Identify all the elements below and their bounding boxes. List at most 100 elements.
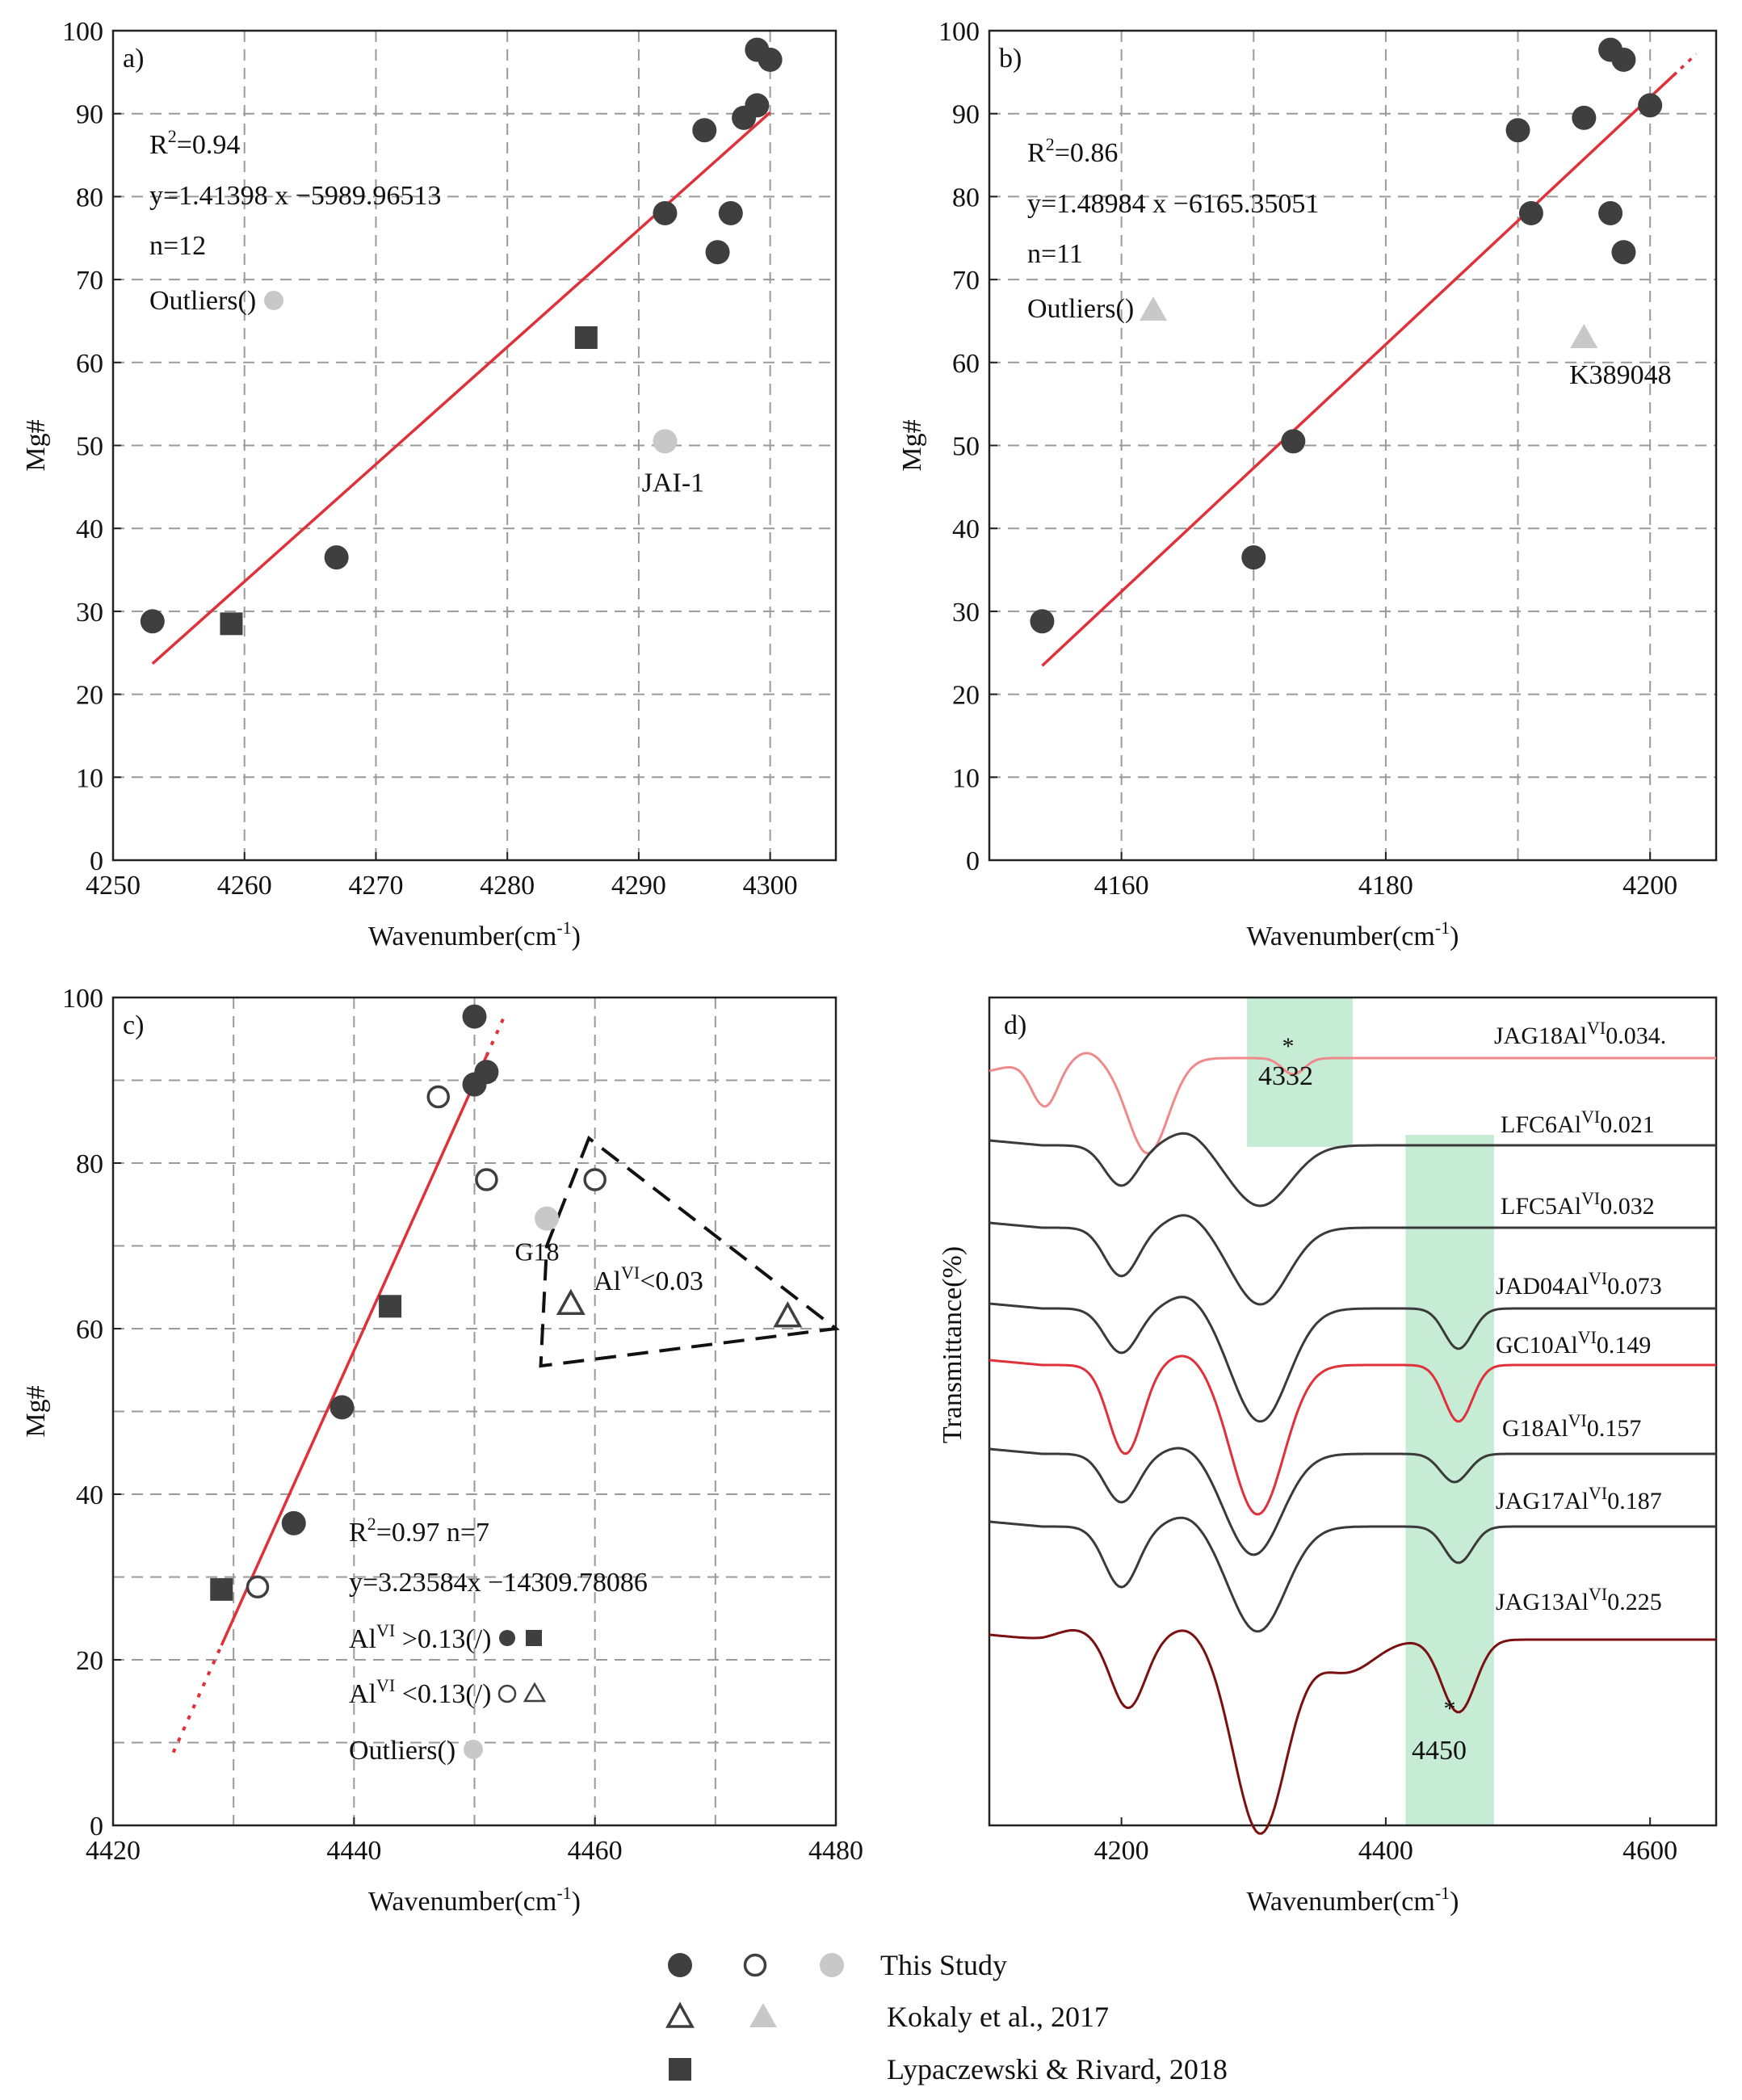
r2-sup: 2	[1046, 134, 1055, 154]
legend-marker	[499, 1630, 515, 1646]
legend-marker	[743, 1953, 767, 1977]
data-point	[220, 612, 243, 636]
spectrum-label: GC10AlVI0.149	[1496, 1327, 1651, 1359]
data-point	[653, 429, 678, 454]
x-tick-label: 4290	[611, 871, 666, 901]
outlier-label: K389048	[1569, 360, 1672, 390]
plot-frame	[111, 996, 837, 1827]
x-axis-label: Wavenumber(cm-1)	[1247, 1883, 1459, 1917]
y-tick-label: 60	[76, 1315, 103, 1345]
data-point	[1505, 118, 1530, 143]
data-point	[705, 240, 730, 265]
r2-annotation: R2=0.86	[1027, 134, 1118, 168]
legend-marker	[749, 2003, 777, 2027]
data-point	[1570, 323, 1598, 348]
al-sup: VI	[376, 1620, 395, 1640]
al-sup: VI	[1589, 1483, 1607, 1503]
r2-value: =0.94	[177, 130, 241, 160]
al-prefix: Al	[1557, 1111, 1581, 1138]
outliers-label: Outliers(	[349, 1736, 447, 1766]
y-tick-label: 50	[76, 432, 103, 462]
data-point	[246, 1575, 270, 1599]
y-tick-label: 0	[90, 1812, 103, 1842]
panel-d: 4200 4400 4600 Wavenumber(cm-1) Transmittanc…	[938, 996, 1718, 1917]
fit-line-extension	[1648, 52, 1698, 99]
spectrum-label: LFC6AlVI0.021	[1501, 1107, 1655, 1138]
al-sup: VI	[1581, 1107, 1600, 1127]
equation-annotation: y=1.48984 x −6165.35051	[1027, 189, 1319, 219]
peak-mark: *	[1444, 1695, 1456, 1722]
data-point	[1611, 240, 1636, 265]
data-point	[210, 1577, 233, 1601]
outlier-label: G18	[514, 1237, 559, 1266]
al-prefix: Al	[594, 1266, 621, 1296]
y-tick-label: 30	[952, 598, 980, 628]
al-sup: VI	[1589, 1584, 1607, 1604]
legend-marker	[669, 2058, 691, 2081]
fit-line-extension	[171, 1644, 224, 1754]
gridlines	[113, 31, 836, 860]
x-tick-label: 4440	[326, 1836, 381, 1866]
al-low-annotation: AlVI <0.13(/)	[349, 1675, 492, 1709]
panel-label: d)	[1004, 1010, 1026, 1040]
data-point	[462, 1004, 487, 1029]
data-point	[281, 1510, 306, 1535]
fit-line-extension	[485, 1014, 506, 1057]
outliers-label: Outliers(	[1027, 294, 1125, 324]
x-tick-label: 4420	[86, 1836, 141, 1866]
x-axis-label: Wavenumber(cm-1)	[368, 918, 581, 951]
spectrum-label: LFC5AlVI0.032	[1501, 1188, 1655, 1220]
y-tick-label: 20	[76, 681, 103, 711]
al-sup: VI	[1587, 1018, 1606, 1038]
r2-sup: 2	[367, 1514, 376, 1534]
x-tick-label: 4200	[1094, 1836, 1149, 1866]
al-value: 0.073	[1607, 1273, 1662, 1300]
outlier-label: JAI-1	[642, 468, 704, 498]
sample-name: GC10	[1496, 1332, 1554, 1359]
y-tick-label: 80	[76, 183, 103, 212]
y-tick-label: 80	[76, 1149, 103, 1179]
legend-marker	[668, 1953, 692, 1977]
al-prefix: Al	[349, 1679, 376, 1709]
outliers-close: )	[1125, 294, 1134, 324]
outliers-marker	[464, 1740, 483, 1759]
al-value: 0.225	[1607, 1589, 1662, 1615]
band-label: 4450	[1412, 1736, 1467, 1766]
y-tick-label: 10	[952, 763, 980, 793]
al-sup: VI	[376, 1675, 395, 1695]
data-point	[556, 1288, 586, 1315]
legend: This Study Kokaly et al., 2017 Lypaczewski…	[665, 1949, 1228, 2085]
x-tick-label: 4280	[480, 871, 535, 901]
data-point	[583, 1168, 607, 1191]
x-axis-label-text: Wavenumber(cm	[368, 1887, 556, 1917]
data-point	[1281, 429, 1306, 454]
data-point	[718, 200, 743, 225]
al-value: 0.157	[1587, 1415, 1642, 1442]
outliers-close: )	[447, 1736, 455, 1766]
x-tick-label: 4600	[1622, 1836, 1677, 1866]
data-point	[1241, 545, 1266, 570]
x-tick-label: 4200	[1622, 871, 1677, 901]
sample-name: JAG17	[1496, 1488, 1564, 1514]
outliers-annotation: Outliers()	[1027, 294, 1134, 324]
fit-line	[220, 1055, 489, 1646]
panel-label: c)	[123, 1010, 144, 1040]
x-tick-label: 4260	[217, 871, 272, 901]
peak-mark: *	[1282, 1033, 1295, 1060]
spectrum-LFC6	[989, 1132, 1716, 1208]
y-tick-label: 60	[76, 349, 103, 379]
r2-prefix: R	[149, 130, 168, 160]
x-axis-label-sup: -1	[556, 1883, 571, 1903]
panel-b: 4160 4180 4200 0 10 20 30 40 50 60 70 80 90 100 Wavenu…	[897, 17, 1718, 951]
data-point	[474, 1060, 499, 1085]
outliers-annotation: Outliers()	[149, 286, 256, 316]
outliers-close: )	[247, 286, 256, 316]
outliers-label: Outliers(	[149, 286, 247, 316]
legend-marker	[820, 1953, 844, 1977]
data-point	[745, 93, 770, 118]
al-prefix: Al	[1554, 1332, 1578, 1359]
region-label: AlVI<0.03	[594, 1262, 703, 1296]
al-slash: /	[475, 1624, 483, 1654]
x-axis-label-close: )	[1450, 922, 1459, 951]
